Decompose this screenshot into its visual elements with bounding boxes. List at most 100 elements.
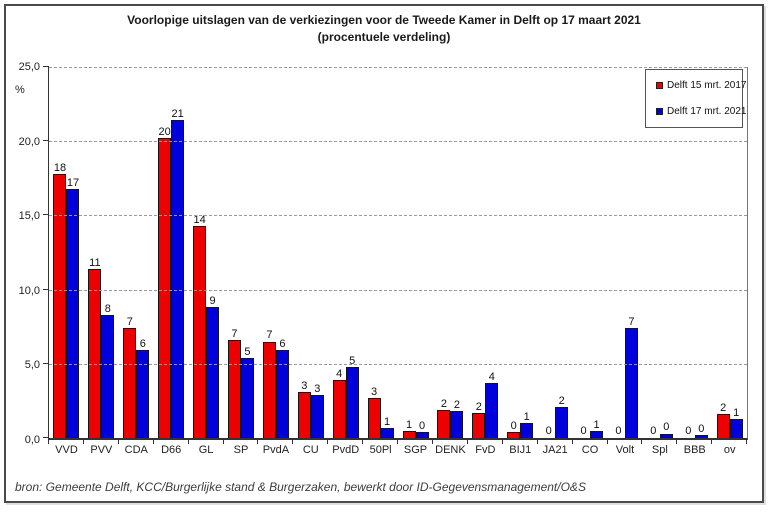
data-label: 0 [615,424,622,437]
data-label: 0 [545,424,552,437]
bar-group-CU: 3 3 CU [293,67,329,456]
x-axis-label-D66: D66 [161,444,182,456]
bar-group-50Pl: 3 1 50Pl [363,67,398,456]
bar-2021-BBB: 0 [694,423,708,438]
data-label: 0 [698,422,705,435]
bar-2021-PvdD: 5 [345,355,359,438]
legend-label: Delft 15 mrt. 2017 [667,80,747,91]
data-label: 6 [139,338,146,351]
bar-group-ov: 2 1 ov [712,67,748,456]
bar-2017-50Pl: 3 [367,386,381,438]
data-label: 5 [244,345,251,358]
bar-group-GL: 14 9 GL [189,67,224,456]
bar-2017-PvdA: 7 [262,329,276,438]
bar-2021-CDA: 6 [136,338,150,438]
bar-2017-DENK: 2 [437,398,451,438]
data-label: 3 [314,382,321,395]
y-tick-label: 25,0 [18,61,40,73]
x-axis-label-VVD: VVD [55,444,78,456]
bar-2021-PvdA: 6 [275,338,289,438]
bar-2017-SP: 7 [227,328,241,438]
data-label: 21 [171,108,184,121]
bar-2021-BIJ1: 1 [520,411,534,438]
bar-2021-VVD: 17 [66,177,80,438]
chart-title: Voorlopige uitslagen van de verkiezingen… [127,13,641,27]
x-axis-label-SP: SP [233,444,249,456]
gridline [49,363,747,365]
x-axis-label-GL: GL [198,444,214,456]
x-axis-label-CO: CO [581,444,599,456]
bar-2017-SGP: 1 [402,419,416,438]
bar-2017-BIJ1: 0 [507,420,521,438]
y-axis-tick-labels: 25,0 20,0 15,0 10,0 5,0 0,0 [6,61,40,446]
bar-group-BIJ1: 0 1 BIJ1 [503,67,538,456]
bar-group-BBB: 0 0 BBB [677,67,713,456]
data-label: 7 [126,316,133,329]
bar-2021-Spl: 0 [659,421,673,438]
y-tick-label: 15,0 [18,210,40,223]
bar-group-CO: 0 1 CO [573,67,608,456]
bar-group-SP: 7 5 SP [224,67,259,456]
data-label: 2 [453,399,460,412]
legend-item-2021: Delft 17 mrt. 2021 [656,106,746,117]
legend-item-2017: Delft 15 mrt. 2017 [656,80,746,91]
bar-2017-D66: 20 [158,126,172,438]
data-label: 0 [510,419,517,432]
bar-group-Volt: 0 7 Volt [608,67,643,456]
bar-group-D66: 20 21 D66 [154,67,189,456]
bar-group-FvD: 2 4 FvD [468,67,503,456]
x-axis-label-CU: CU [302,444,319,456]
y-tick-label: 20,0 [18,135,40,148]
data-label: 7 [231,327,238,340]
data-label: 1 [593,418,600,431]
bar-group-DENK: 2 2 DENK [433,67,468,456]
bar-2017-CDA: 7 [123,316,137,438]
chart-frame: Voorlopige uitslagen van de verkiezingen… [4,4,764,503]
y-axis-unit-label: % [15,84,25,96]
y-axis-tick [43,362,49,364]
data-label: 14 [193,213,206,226]
x-axis-label-CDA: CDA [124,444,148,456]
y-axis-tick [43,140,49,142]
x-axis-label-PvdA: PvdA [262,444,290,456]
x-axis-label-Spl: Spl [651,444,668,456]
legend-marker-icon [656,82,663,89]
data-label: 18 [53,161,67,174]
data-label: 1 [384,415,391,428]
plot-area: 18 17 VVD 11 8 PVV 7 6 CDA 20 21 D66 14 9 GL 7 5 SP 7 6 PvdA… [43,66,748,456]
bar-2021-SP: 5 [240,346,254,438]
data-label: 20 [158,126,171,139]
data-label: 4 [488,371,495,383]
data-label: 2 [720,402,727,415]
bar-2021-ov: 1 [729,407,743,438]
data-label: 1 [523,411,530,424]
x-axis-label-50Pl: 50Pl [369,444,392,456]
x-axis-label-FvD: FvD [475,444,496,456]
data-label: 2 [440,397,447,410]
x-axis-label-ov: ov [723,444,736,456]
data-label: 7 [628,316,635,329]
bar-2021-50Pl: 1 [380,416,394,438]
data-label: 3 [301,379,308,392]
data-label: 5 [349,354,356,367]
y-axis-tick [43,66,49,67]
bar-group-PvdA: 7 6 PvdA [258,67,294,456]
data-label: 0 [418,419,426,432]
title-block: Voorlopige uitslagen van de verkiezingen… [6,6,762,46]
data-label: 2 [558,394,565,407]
bar-2021-SGP: 0 [415,420,429,438]
data-label: 7 [266,329,273,342]
data-label: 1 [733,406,740,419]
data-label: 0 [650,424,657,437]
bar-groups: 18 17 VVD 11 8 PVV 7 6 CDA 20 21 D66 14 9 GL 7 5 SP 7 6 PvdA… [48,67,748,456]
data-label: 17 [66,176,80,189]
x-axis-label-JA21: JA21 [542,444,568,456]
bar-2021-FvD: 4 [485,371,499,438]
y-axis-tick [43,437,49,438]
gridline [49,141,747,143]
data-label: 0 [580,424,587,437]
bar-2017-CU: 3 [297,380,311,438]
data-label: 11 [89,256,101,269]
bar-group-VVD: 18 17 VVD [49,67,84,456]
x-axis-label-BIJ1: BIJ1 [509,444,532,456]
